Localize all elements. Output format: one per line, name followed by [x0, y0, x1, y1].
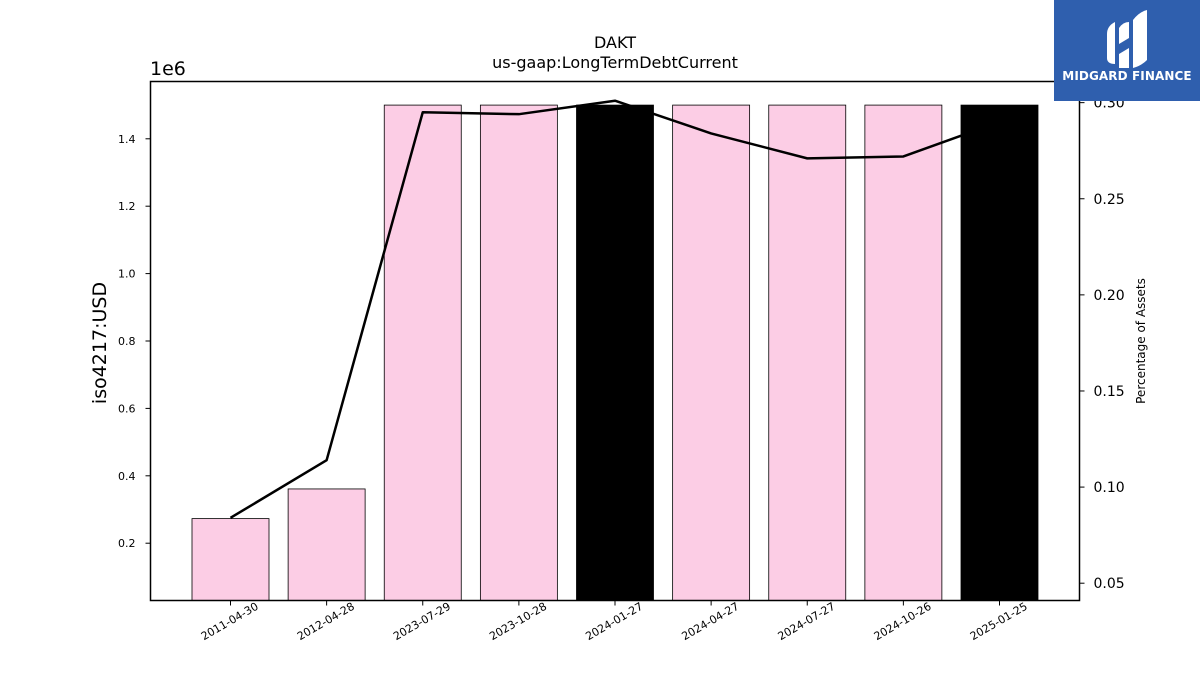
x-tick-label: 2024-07-27 [776, 600, 838, 643]
bars-layer [191, 104, 1039, 601]
bar-2024-04-27 [672, 104, 751, 601]
y-axis-right: 0.050.100.150.200.250.30 [1079, 96, 1125, 592]
y2-tick-label: 0.10 [1094, 480, 1125, 496]
bar-2024-01-27 [576, 104, 654, 601]
y2-tick-label: 0.25 [1094, 192, 1125, 208]
y2-tick-label: 0.05 [1094, 576, 1125, 592]
y2-axis-label: Percentage of Assets [1134, 278, 1148, 404]
x-tick-label: 2024-10-26 [872, 600, 934, 643]
percentage-of-assets-line [229, 99, 1000, 519]
y-tick-label: 0.6 [118, 402, 136, 415]
logo-mark-icon [1107, 10, 1147, 68]
x-tick-label: 2023-10-28 [487, 600, 549, 643]
x-tick-label: 2024-01-27 [583, 600, 645, 643]
x-tick-label: 2025-01-25 [968, 600, 1030, 643]
bar-2011-04-30 [191, 518, 270, 601]
line-layer [229, 99, 1000, 519]
y-tick-label: 0.8 [118, 335, 136, 348]
bar-2012-04-28 [287, 488, 366, 601]
bar-2024-10-26 [864, 104, 943, 601]
y-axis-offset-label: 1e6 [150, 58, 186, 80]
midgard-finance-logo: MIDGARD FINANCE [1054, 0, 1200, 101]
x-tick-label: 2011-04-30 [199, 600, 261, 643]
x-tick-label: 2023-07-29 [391, 600, 453, 643]
y-tick-label: 0.4 [118, 470, 136, 483]
y2-tick-label: 0.15 [1094, 384, 1125, 400]
y-axis-left: 0.2 0.4 0.6 0.8 1.0 1.2 1.4 [118, 133, 151, 550]
logo-text: MIDGARD FINANCE [1062, 69, 1192, 83]
bar-2025-01-25 [960, 104, 1039, 601]
chart-title: DAKT [594, 33, 636, 52]
y-tick-label: 1.4 [118, 133, 136, 146]
y-axis-label: iso4217:USD [89, 282, 111, 404]
x-axis: 2011-04-30 2012-04-28 2023-07-29 2023-10-28… [199, 600, 1030, 643]
x-tick-label: 2024-04-27 [679, 600, 741, 643]
x-tick-label: 2012-04-28 [295, 600, 357, 643]
bar-2023-07-29 [383, 104, 462, 601]
y-tick-label: 0.2 [118, 537, 136, 550]
bar-2023-10-28 [479, 104, 558, 601]
bar-2024-07-27 [768, 104, 847, 601]
y2-tick-label: 0.20 [1094, 288, 1125, 304]
y-tick-label: 1.0 [118, 268, 136, 281]
y-tick-label: 1.2 [118, 200, 136, 213]
chart-subtitle: us-gaap:LongTermDebtCurrent [492, 53, 738, 72]
